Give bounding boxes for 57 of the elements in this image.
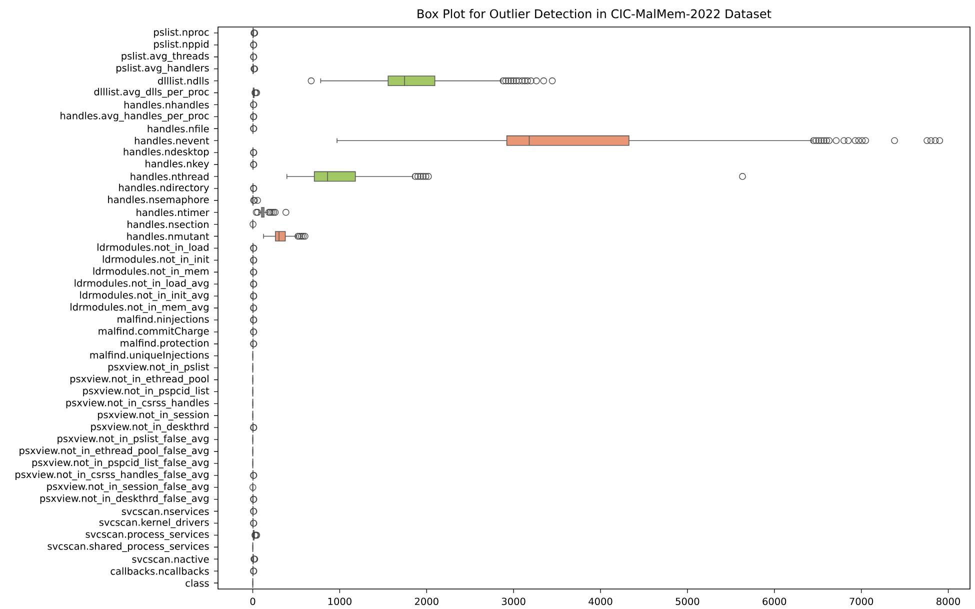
y-tick-label: ldrmodules.not_in_load <box>98 243 208 254</box>
y-tick-label: malfind.protection <box>120 339 208 349</box>
y-tick-label: handles.nsemaphore <box>108 196 209 206</box>
y-tick-label: callbacks.ncallbacks <box>110 567 209 575</box>
x-tick-label: 2000 <box>414 598 438 606</box>
x-tick-label: 0 <box>250 598 256 606</box>
x-tick-label: 4000 <box>588 598 612 606</box>
y-tick-label: psxview.not_in_deskthrd <box>91 422 208 432</box>
x-tick-label: 8000 <box>936 598 960 606</box>
y-tick-label: psxview.not_in_pslist <box>108 362 210 373</box>
y-tick-label: malfind.ninjections <box>118 315 209 325</box>
y-tick-label: pslist.avg_threads <box>122 52 209 62</box>
y-tick-label: handles.nkey <box>146 160 210 170</box>
y-tick-label: psxview.not_in_session <box>98 410 208 420</box>
y-tick-label: dlllist.avg_dlls_per_proc <box>94 88 209 98</box>
y-tick-label: handles.nthread <box>130 172 208 180</box>
y-tick-label: pslist.nproc <box>154 28 209 38</box>
y-tick-label: ldrmodules.not_in_init <box>102 255 210 266</box>
y-tick-label: ldrmodules.not_in_load_avg <box>74 279 208 289</box>
y-tick-label: psxview.not_in_pslist_false_avg <box>58 434 208 444</box>
y-tick-label: svcscan.process_services <box>86 530 209 540</box>
y-tick-label: psxview.not_in_ethread_pool_false_avg <box>20 446 208 456</box>
y-tick-label: handles.nsection <box>128 220 208 228</box>
y-tick-label: handles.nmutant <box>127 232 210 240</box>
y-tick-label: ldrmodules.not_in_init_avg <box>80 291 208 301</box>
y-tick-label: pslist.nppid <box>154 40 208 50</box>
y-tick-label: handles.avg_handles_per_proc <box>60 112 209 122</box>
y-tick-label: class <box>186 579 209 587</box>
chart-title: Box Plot for Outlier Detection in CIC-MalMem-2022 Dataset <box>418 9 772 18</box>
x-tick-label: 3000 <box>502 598 526 606</box>
y-tick-label: svcscan.nactive <box>132 555 209 563</box>
y-tick-label: malfind.commitCharge <box>98 327 209 337</box>
x-tick-label: 6000 <box>762 598 786 606</box>
y-tick-label: handles.ndesktop <box>124 148 209 158</box>
y-tick-label: svcscan.kernel_drivers <box>99 518 209 528</box>
y-tick-label: handles.ndirectory <box>119 184 210 194</box>
y-tick-label: psxview.not_in_csrss_handles <box>66 398 209 409</box>
y-tick-label: pslist.avg_handlers <box>116 64 209 74</box>
y-tick-label: psxview.not_in_deskthrd_false_avg <box>40 494 208 504</box>
y-tick-label: handles.nevent <box>134 136 210 144</box>
y-tick-label: handles.ntimer <box>136 208 210 216</box>
y-tick-label: malfind.uniqueInjections <box>90 351 209 361</box>
x-tick-label: 5000 <box>676 598 700 606</box>
y-tick-label: ldrmodules.not_in_mem <box>93 267 208 277</box>
x-tick-label: 7000 <box>850 598 874 606</box>
y-tick-label: psxview.not_in_csrss_handles_false_avg <box>16 470 208 480</box>
y-tick-label: dlllist.ndlls <box>158 77 209 85</box>
y-tick-label: handles.nfile <box>148 124 209 132</box>
y-tick-label: ldrmodules.not_in_mem_avg <box>70 303 208 313</box>
y-tick-label: handles.nhandles <box>124 100 209 108</box>
y-tick-label: psxview.not_in_pspcid_list_false_avg <box>32 458 208 468</box>
y-tick-label: psxview.not_in_pspcid_list <box>83 386 210 397</box>
y-tick-label: svcscan.shared_process_services <box>48 542 209 552</box>
y-tick-label: svcscan.nservices <box>122 508 209 516</box>
y-tick-label: psxview.not_in_ethread_pool <box>70 374 208 385</box>
x-tick-label: 1000 <box>328 598 352 606</box>
y-tick-label: psxview.not_in_session_false_avg <box>47 482 208 492</box>
